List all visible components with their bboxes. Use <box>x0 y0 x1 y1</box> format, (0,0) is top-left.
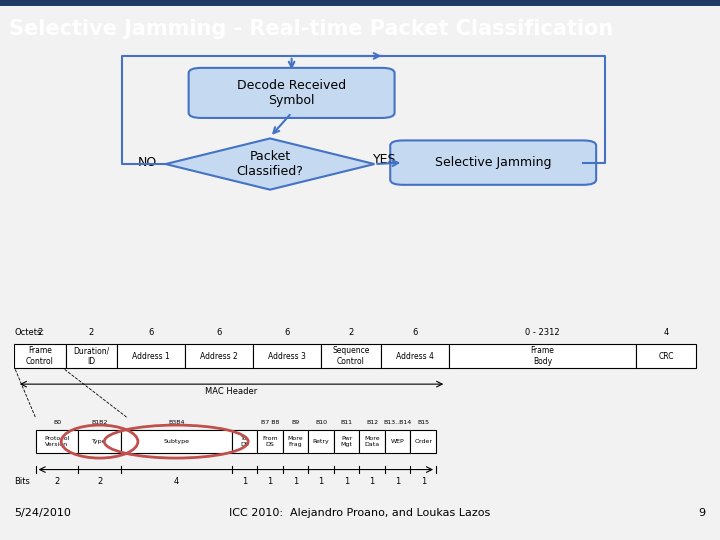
Text: Address 1: Address 1 <box>132 352 169 361</box>
Text: MAC Header: MAC Header <box>205 387 258 396</box>
Text: 1: 1 <box>293 477 298 486</box>
Bar <box>410 430 436 454</box>
Text: B10: B10 <box>315 420 327 425</box>
Bar <box>117 345 185 368</box>
Text: NO: NO <box>138 156 157 169</box>
Text: Decode Received
Symbol: Decode Received Symbol <box>237 79 346 107</box>
Text: B15: B15 <box>417 420 429 425</box>
Bar <box>78 430 121 454</box>
Text: 5/24/2010: 5/24/2010 <box>14 508 71 518</box>
Text: B12: B12 <box>366 420 378 425</box>
Bar <box>321 345 381 368</box>
Text: ICC 2010:  Alejandro Proano, and Loukas Lazos: ICC 2010: Alejandro Proano, and Loukas L… <box>230 508 490 518</box>
Text: 1: 1 <box>420 477 426 486</box>
Text: Address 2: Address 2 <box>200 352 238 361</box>
Text: 1: 1 <box>242 477 247 486</box>
Text: Bits: Bits <box>14 477 30 486</box>
Bar <box>253 345 321 368</box>
Text: B9: B9 <box>292 420 300 425</box>
Text: From
DS: From DS <box>262 436 278 447</box>
Text: CRC: CRC <box>658 352 674 361</box>
Text: 9: 9 <box>698 508 706 518</box>
FancyBboxPatch shape <box>390 140 596 185</box>
Text: 2: 2 <box>97 477 102 486</box>
Text: Frame
Body: Frame Body <box>531 347 554 366</box>
Text: 1: 1 <box>318 477 323 486</box>
Bar <box>381 345 449 368</box>
Text: 2: 2 <box>37 328 42 337</box>
Text: Address 3: Address 3 <box>268 352 306 361</box>
Text: Order: Order <box>414 439 432 444</box>
Text: WEP: WEP <box>391 439 405 444</box>
Text: Packet
Classified?: Packet Classified? <box>237 150 303 178</box>
Text: B13..B14: B13..B14 <box>384 420 412 425</box>
Bar <box>385 430 410 454</box>
Bar <box>283 430 308 454</box>
Bar <box>14 345 66 368</box>
Text: 1: 1 <box>395 477 400 486</box>
Text: YES: YES <box>374 153 397 166</box>
Bar <box>185 345 253 368</box>
Bar <box>308 430 334 454</box>
Text: Octets:: Octets: <box>14 328 45 337</box>
Text: 0 - 2312: 0 - 2312 <box>525 328 559 337</box>
Text: B11: B11 <box>341 420 353 425</box>
Bar <box>636 345 696 368</box>
Text: Sequence
Control: Sequence Control <box>332 347 369 366</box>
Text: B0: B0 <box>53 420 61 425</box>
Text: Protocol
Version: Protocol Version <box>45 436 70 447</box>
Text: 6: 6 <box>284 328 289 337</box>
Bar <box>359 430 385 454</box>
Text: More
Data: More Data <box>364 436 380 447</box>
Bar <box>449 345 636 368</box>
Text: 6: 6 <box>412 328 418 337</box>
Text: 1: 1 <box>344 477 349 486</box>
Bar <box>232 430 257 454</box>
Text: To
DS: To DS <box>240 436 248 447</box>
Text: Frame
Control: Frame Control <box>26 347 54 366</box>
Text: 2: 2 <box>348 328 354 337</box>
Text: 4: 4 <box>174 477 179 486</box>
Text: 2: 2 <box>89 328 94 337</box>
Text: More
Frag: More Frag <box>288 436 303 447</box>
FancyBboxPatch shape <box>189 68 395 118</box>
Polygon shape <box>166 138 374 190</box>
Text: Pwr
Mgt: Pwr Mgt <box>341 436 353 447</box>
Text: Type: Type <box>92 439 107 444</box>
Text: Retry: Retry <box>312 439 329 444</box>
Text: Duration/
ID: Duration/ ID <box>73 347 109 366</box>
Text: B7 B8: B7 B8 <box>261 420 279 425</box>
Text: 6: 6 <box>216 328 222 337</box>
Text: 6: 6 <box>148 328 153 337</box>
Text: Subtype: Subtype <box>163 439 189 444</box>
Text: B1B2: B1B2 <box>91 420 108 425</box>
Text: Selective Jamming: Selective Jamming <box>435 156 552 169</box>
Text: Selective Jamming - Real-time Packet Classification: Selective Jamming - Real-time Packet Cla… <box>9 19 613 39</box>
Bar <box>121 430 232 454</box>
Text: 1: 1 <box>267 477 273 486</box>
Text: B3B4: B3B4 <box>168 420 184 425</box>
Text: Address 4: Address 4 <box>396 352 433 361</box>
Bar <box>66 345 117 368</box>
Text: 4: 4 <box>663 328 669 337</box>
Text: 2: 2 <box>55 477 60 486</box>
Text: 1: 1 <box>369 477 374 486</box>
Bar <box>334 430 359 454</box>
Bar <box>36 430 78 454</box>
Bar <box>257 430 283 454</box>
